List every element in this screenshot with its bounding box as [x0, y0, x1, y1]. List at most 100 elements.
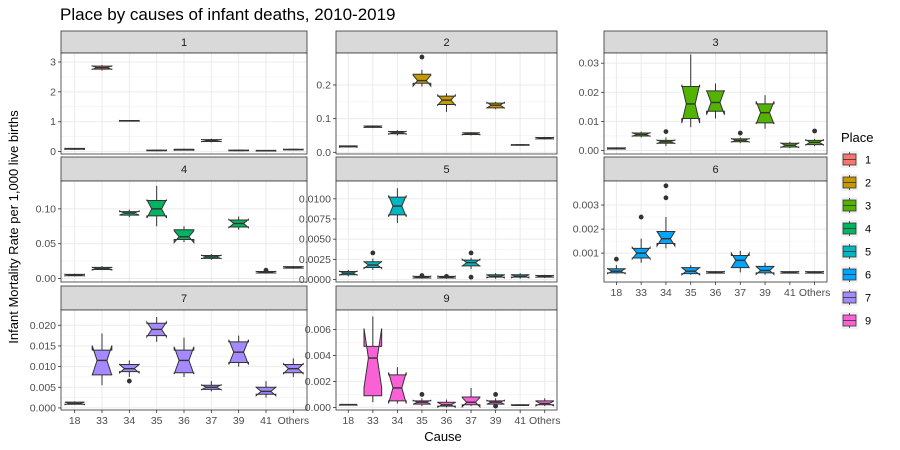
box-41	[780, 141, 800, 149]
box-41	[510, 143, 530, 146]
outlier-point	[493, 392, 499, 397]
legend-key-1: 1	[841, 151, 871, 168]
x-tick-label: 34	[392, 415, 404, 427]
facet-strip-label: 7	[181, 293, 187, 305]
legend: Place 1 2 3 4 5 6 7 9	[841, 130, 874, 329]
x-tick-label: 37	[205, 415, 217, 427]
x-tick-label: 39	[490, 415, 502, 427]
box-18	[338, 269, 358, 277]
legend-label: 9	[865, 316, 871, 328]
y-tick-label: 0.002	[573, 224, 599, 236]
legend-title: Place	[841, 130, 874, 145]
box-33	[363, 316, 383, 403]
box-39	[228, 216, 250, 230]
x-tick-label: Others	[529, 415, 561, 427]
box-37	[730, 250, 751, 273]
x-tick-label: 36	[178, 415, 190, 427]
x-tick-label: 18	[69, 415, 81, 427]
outlier-point	[419, 392, 425, 397]
facet-panel-7: 7 0.000 0.005 0.010 0.015 0.020 18 33 34 35 36 37 39…	[30, 285, 310, 427]
legend-key-3: 3	[841, 197, 871, 214]
box-37	[461, 387, 481, 409]
y-axis-title: Infant Mortality Rate per 1,000 live bir…	[6, 110, 21, 344]
box-34	[388, 130, 407, 136]
box-18	[606, 147, 626, 150]
box-41	[255, 149, 277, 152]
x-tick-label: 33	[96, 415, 108, 427]
box-39	[228, 149, 250, 152]
box-35	[146, 149, 168, 152]
facet-panel-6: 6 0.001 0.002 0.003 18 33 34 35 36 37 39 41 Others	[573, 156, 830, 299]
box-39	[755, 95, 775, 129]
box-34	[656, 137, 676, 147]
x-tick-label: 35	[151, 415, 163, 427]
y-tick-label: 0.015	[30, 340, 56, 352]
y-tick-label: 0.000	[305, 402, 331, 414]
y-tick-label: 0.006	[305, 324, 331, 336]
box-Others	[535, 398, 555, 407]
legend-key-9: 9	[841, 312, 871, 329]
facet-strip-label: 3	[712, 37, 718, 49]
outlier-point	[126, 378, 132, 384]
x-tick-label: 36	[441, 415, 453, 427]
box-18	[338, 403, 358, 406]
panel-border	[335, 180, 558, 283]
outlier-point	[370, 250, 376, 256]
box-Others	[805, 138, 825, 147]
box-34	[118, 119, 140, 122]
y-tick-label: 0.001	[573, 248, 599, 260]
box-33	[91, 333, 113, 386]
box-37	[200, 138, 222, 143]
facet-panel-4: 4 0.00 0.05 0.10	[36, 156, 308, 285]
x-tick-label: 33	[367, 415, 379, 427]
x-axis-title: Cause	[424, 429, 462, 444]
facet-panel-1: 1 0 1 2 3	[50, 30, 308, 158]
box-35	[146, 317, 168, 342]
y-tick-label: 0.002	[305, 376, 331, 388]
box-39	[486, 398, 505, 407]
box-37	[461, 132, 481, 136]
box-Others	[535, 274, 555, 278]
outlier-point	[737, 130, 743, 136]
legend-label: 1	[865, 155, 871, 167]
x-tick-label: 39	[759, 287, 771, 299]
box-18	[606, 265, 626, 275]
y-tick-label: 0.0100	[299, 193, 331, 205]
box-34	[118, 209, 140, 218]
chart-title: Place by causes of infant deaths, 2010-2…	[60, 5, 396, 24]
outlier-point	[638, 214, 644, 220]
facet-strip	[603, 156, 828, 182]
y-tick-label: 0.0000	[299, 274, 331, 286]
box-34	[388, 188, 407, 224]
y-tick-label: 3	[50, 56, 56, 68]
legend-key-6: 6	[841, 266, 871, 283]
box-36	[437, 399, 456, 408]
outlier-point	[663, 129, 669, 134]
y-tick-label: 0.1	[316, 113, 331, 125]
box-35	[681, 54, 701, 128]
box-18	[64, 147, 86, 151]
box-36	[706, 270, 725, 274]
box-Others	[282, 148, 304, 151]
box-34	[656, 217, 676, 249]
outlier-point	[419, 273, 425, 278]
outlier-point	[263, 267, 269, 273]
y-tick-label: 0.000	[30, 402, 56, 414]
facet-strip	[60, 285, 308, 311]
x-tick-label: 37	[734, 287, 746, 299]
x-tick-label: 34	[660, 287, 672, 299]
y-tick-label: 0.0050	[299, 234, 331, 246]
box-39	[486, 273, 505, 279]
x-tick-label: 41	[260, 415, 272, 427]
box-37	[200, 254, 222, 260]
x-tick-label: 37	[465, 415, 477, 427]
facet-panels: 1 0 1 2 3 2 0.0 0.1 0.2 3 0.00 0.01 0.02 0.03 4 0.00 0.0…	[30, 30, 830, 427]
y-tick-label: 0.004	[305, 350, 331, 362]
box-34	[388, 367, 407, 404]
x-tick-label: Others	[278, 415, 310, 427]
outlier-point	[613, 256, 619, 262]
legend-key-2: 2	[841, 174, 871, 191]
outlier-point	[468, 250, 474, 256]
y-tick-label: 0.005	[30, 382, 56, 394]
legend-key-5: 5	[841, 243, 871, 260]
